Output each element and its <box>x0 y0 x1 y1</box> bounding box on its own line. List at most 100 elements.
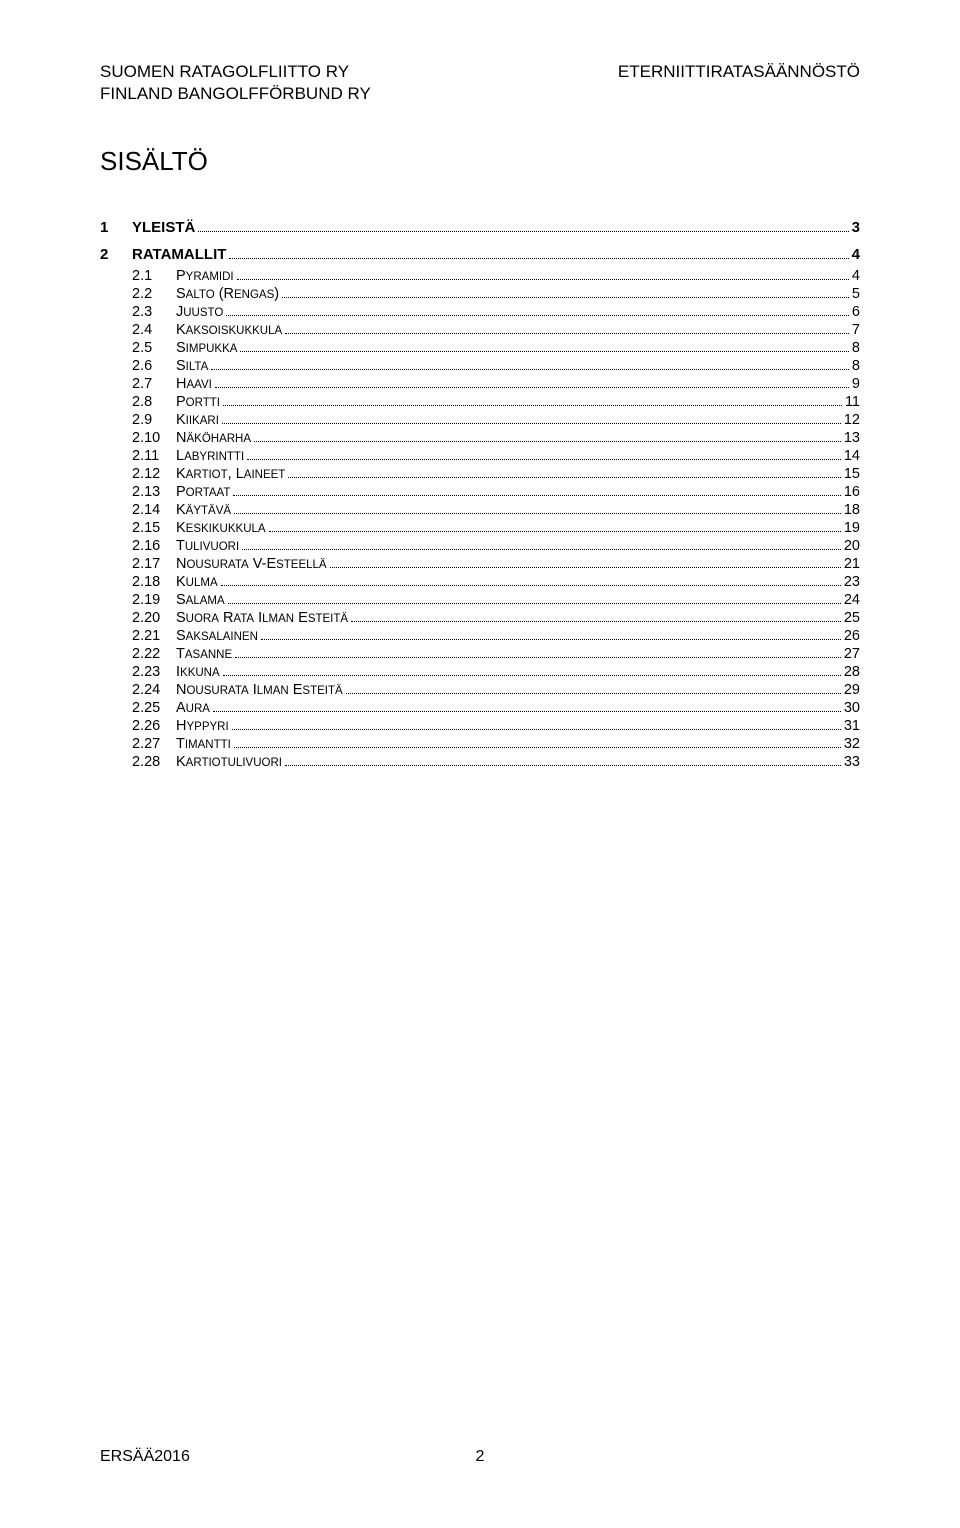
toc-leader <box>222 423 841 424</box>
toc-num: 2.1 <box>132 268 176 284</box>
toc-leader <box>223 405 842 406</box>
toc-label: YLEISTÄ <box>132 219 195 236</box>
toc-num: 2.3 <box>132 304 176 320</box>
toc-leader <box>285 333 849 334</box>
toc-level2-row: 2.27TIMANTTI 32 <box>100 736 860 752</box>
toc-label: KAKSOISKUKKULA <box>176 322 282 338</box>
toc-page: 29 <box>844 682 860 698</box>
toc-page: 28 <box>844 664 860 680</box>
toc-level1-row: 2 RATAMALLIT 4 <box>100 246 860 263</box>
toc-level2-row: 2.7HAAVI9 <box>100 376 860 392</box>
toc-page: 15 <box>844 466 860 482</box>
toc-page: 25 <box>844 610 860 626</box>
toc-level2-row: 2.8PORTTI11 <box>100 394 860 410</box>
toc-label: AURA <box>176 700 210 716</box>
toc-label: PORTTI <box>176 394 220 410</box>
toc-level2-row: 2.23IKKUNA 28 <box>100 664 860 680</box>
toc-page: 24 <box>844 592 860 608</box>
toc-page: 31 <box>844 718 860 734</box>
toc-label: KULMA <box>176 574 218 590</box>
toc-num: 2.13 <box>132 484 176 500</box>
toc-leader <box>233 495 840 496</box>
toc-label: TASANNE <box>176 646 232 662</box>
toc-leader <box>198 219 848 232</box>
toc-page: 12 <box>844 412 860 428</box>
toc-label: NOUSURATA ILMAN ESTEITÄ <box>176 682 343 698</box>
toc-leader <box>242 549 841 550</box>
toc-num: 1 <box>100 219 132 236</box>
toc-num: 2.6 <box>132 358 176 374</box>
toc-level2-row: 2.15KESKIKUKKULA19 <box>100 520 860 536</box>
toc-num: 2.28 <box>132 754 176 770</box>
toc-level2-row: 2.10NÄKÖHARHA13 <box>100 430 860 446</box>
toc-label: TIMANTTI <box>176 736 231 752</box>
toc-num: 2.22 <box>132 646 176 662</box>
toc-leader <box>282 297 849 298</box>
footer: ERSÄÄ2016 2 <box>100 1448 860 1466</box>
toc-page: 6 <box>852 304 860 320</box>
toc-label: KIIKARI <box>176 412 219 428</box>
toc-num: 2.8 <box>132 394 176 410</box>
toc-level2-row: 2.14KÄYTÄVÄ18 <box>100 502 860 518</box>
toc-num: 2.21 <box>132 628 176 644</box>
toc-label: HYPPYRI <box>176 718 229 734</box>
toc-num: 2.27 <box>132 736 176 752</box>
toc-num: 2.10 <box>132 430 176 446</box>
toc-num: 2.17 <box>132 556 176 572</box>
toc-label: SALAMA <box>176 592 225 608</box>
toc-page: 18 <box>844 502 860 518</box>
toc-level2-row: 2.26HYPPYRI31 <box>100 718 860 734</box>
toc-leader <box>226 315 849 316</box>
toc-leader <box>288 477 841 478</box>
toc-page: 14 <box>844 448 860 464</box>
toc-level2-row: 2.19SALAMA24 <box>100 592 860 608</box>
header-org-sv: FINLAND BANGOLFFÖRBUND RY <box>100 84 371 104</box>
toc-num: 2.5 <box>132 340 176 356</box>
toc-level2-row: 2.25AURA30 <box>100 700 860 716</box>
toc-page: 8 <box>852 340 860 356</box>
toc-label: TULIVUORI <box>176 538 239 554</box>
toc-num: 2.11 <box>132 448 176 464</box>
footer-page-number: 2 <box>100 1448 860 1466</box>
toc-num: 2.4 <box>132 322 176 338</box>
toc-page: 20 <box>844 538 860 554</box>
header-doc-title: ETERNIITTIRATASÄÄNNÖSTÖ <box>618 62 860 82</box>
toc-num: 2 <box>100 246 132 263</box>
toc-level2-row: 2.5SIMPUKKA 8 <box>100 340 860 356</box>
toc-num: 2.23 <box>132 664 176 680</box>
toc-page: 27 <box>844 646 860 662</box>
toc-label: KARTIOTULIVUORI <box>176 754 282 770</box>
toc-leader <box>221 585 841 586</box>
toc-level1-row: 1 YLEISTÄ 3 <box>100 219 860 236</box>
toc-label: JUUSTO <box>176 304 223 320</box>
toc-leader <box>237 279 849 280</box>
toc-page: 32 <box>844 736 860 752</box>
page-title: SISÄLTÖ <box>100 146 860 177</box>
toc-leader <box>234 513 841 514</box>
toc-leader <box>213 711 841 712</box>
toc-leader <box>223 675 841 676</box>
toc-label: KARTIOT, LAINEET <box>176 466 285 482</box>
toc-level2-row: 2.17NOUSURATA V-ESTEELLÄ21 <box>100 556 860 572</box>
toc-page: 21 <box>844 556 860 572</box>
toc-num: 2.9 <box>132 412 176 428</box>
toc-leader <box>247 459 841 460</box>
toc-page: 9 <box>852 376 860 392</box>
toc-page: 30 <box>844 700 860 716</box>
toc-page: 13 <box>844 430 860 446</box>
toc-page: 3 <box>852 219 860 236</box>
toc-label: KÄYTÄVÄ <box>176 502 231 518</box>
toc-leader <box>215 387 849 388</box>
toc-level2-row: 2.11LABYRINTTI14 <box>100 448 860 464</box>
toc-leader <box>269 531 841 532</box>
toc-leader <box>234 747 841 748</box>
toc-label: SIMPUKKA <box>176 340 237 356</box>
toc-level2-row: 2.1PYRAMIDI4 <box>100 268 860 284</box>
toc-leader <box>285 765 841 766</box>
toc-page: 8 <box>852 358 860 374</box>
toc-level2-row: 2.21SAKSALAINEN26 <box>100 628 860 644</box>
toc-leader <box>228 603 841 604</box>
header-org-fi: SUOMEN RATAGOLFLIITTO RY <box>100 62 349 82</box>
toc-label: IKKUNA <box>176 664 220 680</box>
toc-label: SILTA <box>176 358 208 374</box>
